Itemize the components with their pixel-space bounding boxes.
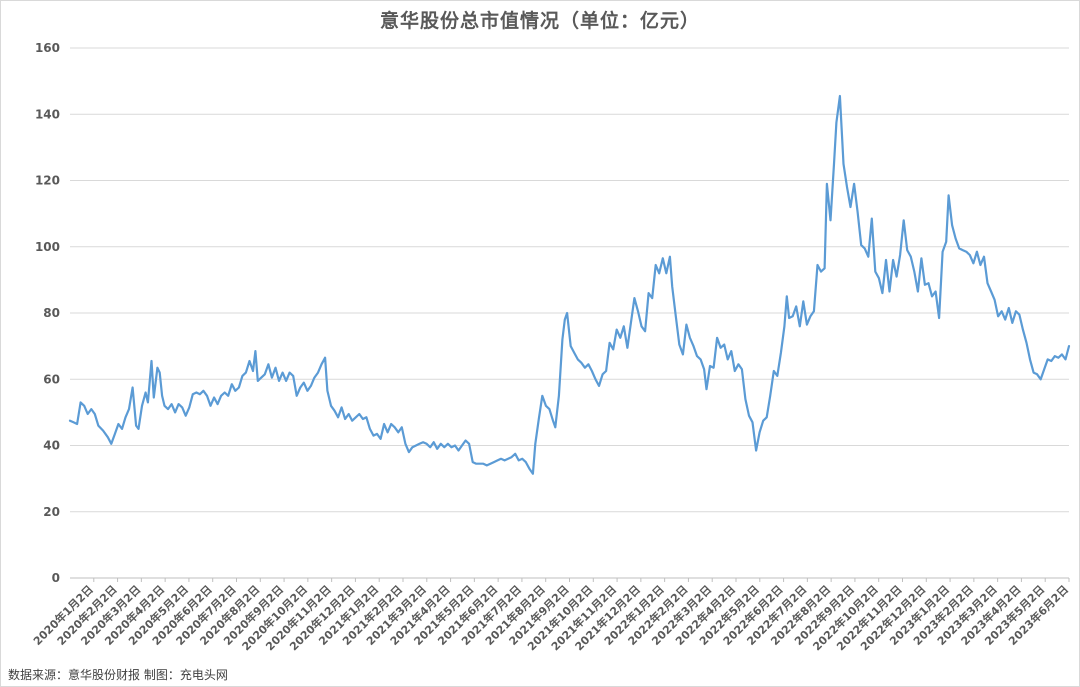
market-cap-line	[68, 94, 1071, 475]
y-tick-label: 160	[35, 41, 60, 55]
y-tick-label: 100	[35, 240, 60, 254]
y-tick-label: 120	[35, 174, 60, 188]
y-tick-label: 20	[43, 505, 60, 519]
source-note: 数据来源：意华股份财报 制图：充电头网	[8, 668, 228, 682]
y-tick-label: 0	[52, 571, 60, 585]
chart-title: 意华股份总市值情况（单位：亿元）	[379, 10, 700, 32]
y-tick-label: 140	[35, 107, 60, 121]
y-tick-label: 40	[43, 439, 60, 453]
y-tick-label: 60	[43, 372, 60, 386]
y-tick-label: 80	[43, 306, 60, 320]
